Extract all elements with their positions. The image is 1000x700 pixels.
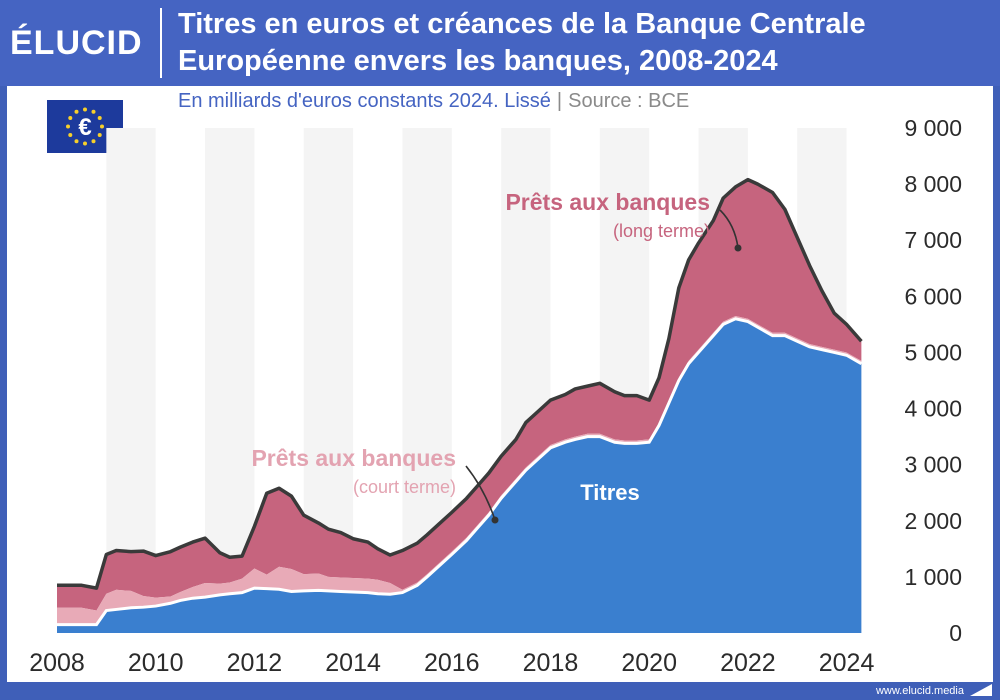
annotation-court-terme-leader [465, 465, 496, 521]
x-tick-label: 2014 [325, 649, 381, 677]
footer-url: www.elucid.media [875, 685, 964, 697]
y-tick-label: 7 000 [904, 227, 962, 253]
area-court-terme [57, 315, 862, 625]
y-tick-label: 3 000 [904, 452, 962, 478]
y-tick-label: 6 000 [904, 283, 962, 309]
logo-divider [160, 8, 162, 78]
area-titres [57, 318, 862, 633]
chart-title: Titres en euros et créances de la Banque… [178, 6, 978, 80]
annotation-court-terme-subtitle: (court terme) [353, 477, 456, 497]
elucid-mark-icon [970, 684, 992, 696]
annotation-court-terme-dot [491, 516, 499, 524]
x-tick-label: 2022 [720, 649, 776, 677]
subtitle-separator: | [556, 90, 563, 112]
svg-text:€: € [78, 114, 91, 141]
header-bar: ÉLUCID Titres en euros et créances de la… [0, 0, 1000, 86]
area-long-terme [57, 179, 862, 611]
x-tick-label: 2008 [29, 649, 85, 677]
annotation-titres: Titres [580, 480, 640, 505]
chart-title-line-2: Européenne envers les banques, 2008-2024 [178, 45, 778, 77]
x-tick-label: 2012 [227, 649, 283, 677]
elucid-logo: ÉLUCID [10, 24, 143, 62]
y-tick-label: 0 [949, 620, 962, 646]
chart-title-line-1: Titres en euros et créances de la Banque… [178, 8, 866, 40]
annotation-court-terme-title: Prêts aux banques [251, 445, 456, 471]
grid-band [106, 128, 156, 633]
x-tick-label: 2016 [424, 649, 480, 677]
line-titres-top [57, 317, 863, 627]
x-tick-label: 2010 [128, 649, 184, 677]
chart-subtitle: En milliards d'euros constants 2024. Lis… [178, 90, 689, 113]
x-tick-label: 2018 [523, 649, 579, 677]
x-tick-label: 2024 [819, 649, 875, 677]
annotation-long-terme-subtitle: (long terme) [613, 221, 710, 241]
annotation-long-terme-title: Prêts aux banques [505, 189, 710, 215]
line-total [57, 177, 863, 590]
x-tick-label: 2020 [621, 649, 677, 677]
y-tick-label: 8 000 [904, 171, 962, 197]
y-tick-label: 4 000 [904, 396, 962, 422]
y-tick-label: 9 000 [904, 115, 962, 141]
annotation-long-terme-leader [719, 209, 739, 249]
source-text: Source : BCE [568, 90, 690, 112]
y-tick-label: 2 000 [904, 508, 962, 534]
subtitle-text: En milliards d'euros constants 2024. Lis… [178, 90, 551, 112]
annotation-long-terme-dot [734, 244, 742, 252]
y-tick-label: 5 000 [904, 339, 962, 365]
y-tick-label: 1 000 [904, 564, 962, 590]
